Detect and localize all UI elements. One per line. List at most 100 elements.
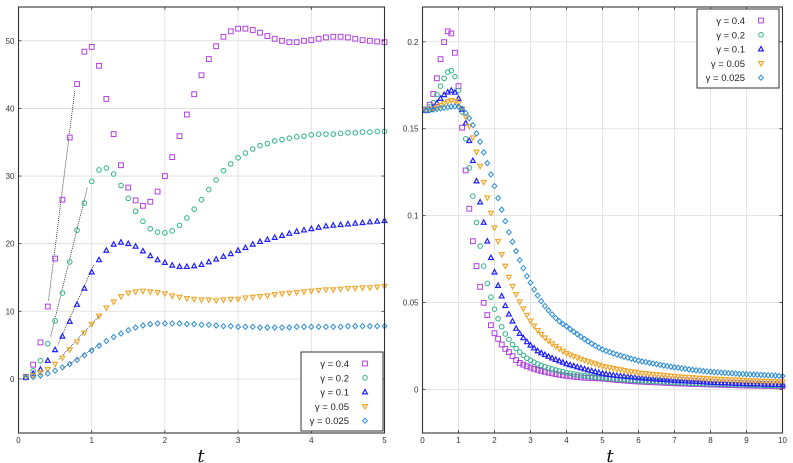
data-point [227, 161, 234, 167]
data-point [59, 196, 66, 203]
data-point [168, 293, 176, 300]
data-point [771, 379, 779, 386]
data-point [242, 243, 249, 251]
data-point [374, 322, 381, 330]
data-point [300, 323, 308, 331]
data-point [469, 156, 477, 164]
data-point [570, 328, 577, 336]
data-point [548, 354, 556, 361]
data-point [746, 378, 754, 385]
data-point [491, 306, 498, 312]
data-point [506, 349, 512, 356]
data-point [599, 369, 606, 376]
y-tick-label: 50 [6, 37, 15, 46]
data-point [66, 134, 73, 141]
data-point [459, 105, 466, 113]
data-point [286, 39, 293, 46]
data-point [44, 367, 52, 374]
data-point [344, 220, 352, 227]
x-tick-label: 5 [600, 436, 605, 445]
data-point [110, 131, 117, 138]
data-point [473, 149, 480, 156]
data-point [538, 368, 545, 374]
data-point [66, 259, 73, 265]
data-point [523, 338, 531, 345]
data-point [538, 362, 545, 369]
data-point [519, 334, 527, 341]
data-point [161, 258, 169, 265]
data-point [22, 375, 30, 382]
data-point [563, 359, 570, 367]
legend-marker-diamond [361, 417, 369, 425]
data-point [542, 363, 548, 370]
data-point [315, 131, 322, 137]
data-point [477, 138, 484, 146]
data-point [725, 379, 732, 386]
plot-frame [17, 6, 386, 434]
data-point [37, 370, 44, 377]
legend-label: γ = 0.1 [716, 45, 745, 56]
data-point [51, 361, 59, 368]
data-point [374, 38, 381, 45]
data-point [235, 154, 241, 161]
data-point [88, 347, 95, 354]
data-point [278, 291, 286, 298]
data-point [330, 131, 337, 137]
data-point [681, 377, 689, 384]
x-tick-label: 0 [420, 436, 425, 445]
data-point [667, 363, 674, 371]
data-point [59, 332, 66, 339]
data-point [664, 362, 671, 370]
data-point [567, 325, 574, 333]
data-point [198, 196, 205, 203]
data-point [465, 136, 473, 144]
data-point [95, 313, 103, 320]
data-point [337, 33, 344, 40]
data-point [59, 355, 66, 362]
data-point [552, 367, 559, 373]
data-point [176, 294, 183, 301]
data-point [227, 296, 235, 303]
data-point [102, 246, 110, 253]
data-point [37, 372, 44, 379]
data-point [452, 49, 458, 56]
data-point [577, 333, 584, 341]
y-tick-label: 0.15 [403, 125, 419, 134]
data-point [154, 289, 161, 297]
data-point [285, 229, 293, 236]
data-point [300, 289, 308, 296]
data-point [293, 39, 300, 46]
data-point [264, 324, 271, 331]
data-point [591, 367, 599, 375]
data-point [714, 368, 721, 376]
data-point [585, 338, 592, 345]
data-point [117, 238, 125, 245]
data-point [743, 379, 750, 387]
data-point [110, 333, 117, 341]
data-point [462, 135, 469, 142]
data-point [483, 237, 491, 244]
legend-marker-square [362, 360, 368, 367]
data-point [624, 354, 631, 362]
data-point [444, 69, 451, 75]
data-point [345, 34, 351, 41]
data-point [242, 323, 249, 331]
data-point [495, 194, 502, 202]
data-point [505, 310, 513, 317]
data-point [606, 348, 613, 356]
data-point [674, 376, 682, 384]
legend: γ = 0.4 γ = 0.2 γ = 0.1 γ = 0.05 γ = 0.025 [696, 8, 780, 89]
data-point [649, 371, 657, 379]
data-point [606, 370, 614, 377]
data-point [484, 280, 491, 287]
legend-label: γ = 0.025 [706, 73, 745, 84]
data-point [592, 374, 599, 380]
data-point [110, 171, 117, 177]
data-point [552, 355, 560, 363]
data-point [527, 279, 534, 287]
data-point [271, 233, 279, 240]
series-diamond [22, 320, 388, 381]
data-point [685, 377, 693, 384]
data-point [498, 341, 505, 348]
